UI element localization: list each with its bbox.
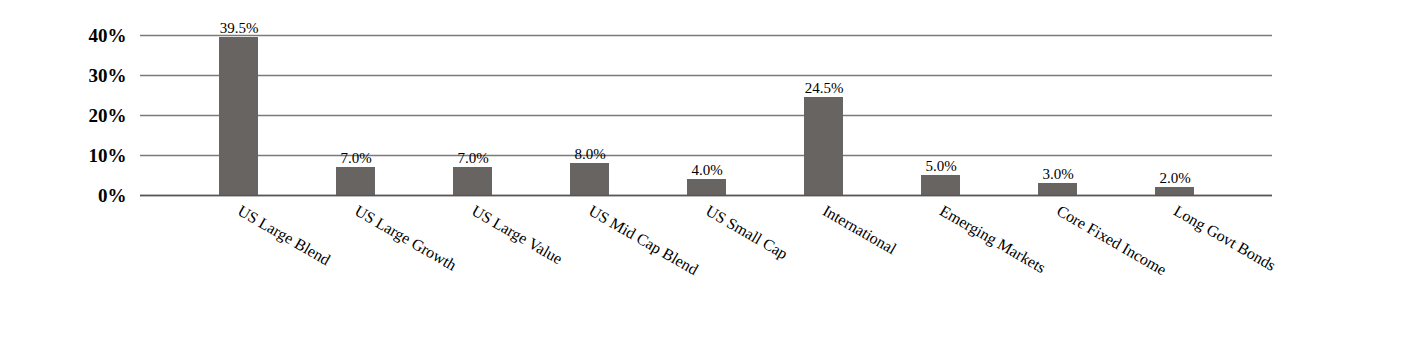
svg-text:5.0%: 5.0% xyxy=(925,158,956,174)
svg-text:3.0%: 3.0% xyxy=(1042,166,1073,182)
svg-text:0%: 0% xyxy=(98,185,127,206)
svg-text:International: International xyxy=(820,202,900,258)
svg-text:Core Fixed Income: Core Fixed Income xyxy=(1054,202,1169,278)
svg-text:7.0%: 7.0% xyxy=(340,150,371,166)
svg-text:8.0%: 8.0% xyxy=(574,146,605,162)
svg-text:4.0%: 4.0% xyxy=(691,162,722,178)
svg-text:US Large Blend: US Large Blend xyxy=(234,202,333,269)
svg-text:10%: 10% xyxy=(89,145,127,166)
svg-text:20%: 20% xyxy=(89,105,127,126)
svg-text:US Large Value: US Large Value xyxy=(468,202,565,268)
svg-text:24.5%: 24.5% xyxy=(805,80,844,96)
svg-text:2.0%: 2.0% xyxy=(1159,170,1190,186)
svg-text:39.5%: 39.5% xyxy=(220,20,259,36)
svg-text:US Small Cap: US Small Cap xyxy=(702,202,790,263)
svg-text:30%: 30% xyxy=(89,65,127,86)
svg-text:US Large Growth: US Large Growth xyxy=(351,202,459,275)
svg-text:Long Govt Bonds: Long Govt Bonds xyxy=(1170,202,1278,275)
svg-text:Emerging Markets: Emerging Markets xyxy=(936,202,1048,277)
svg-text:40%: 40% xyxy=(89,25,127,46)
svg-text:US Mid Cap Blend: US Mid Cap Blend xyxy=(585,202,701,279)
svg-text:7.0%: 7.0% xyxy=(457,150,488,166)
